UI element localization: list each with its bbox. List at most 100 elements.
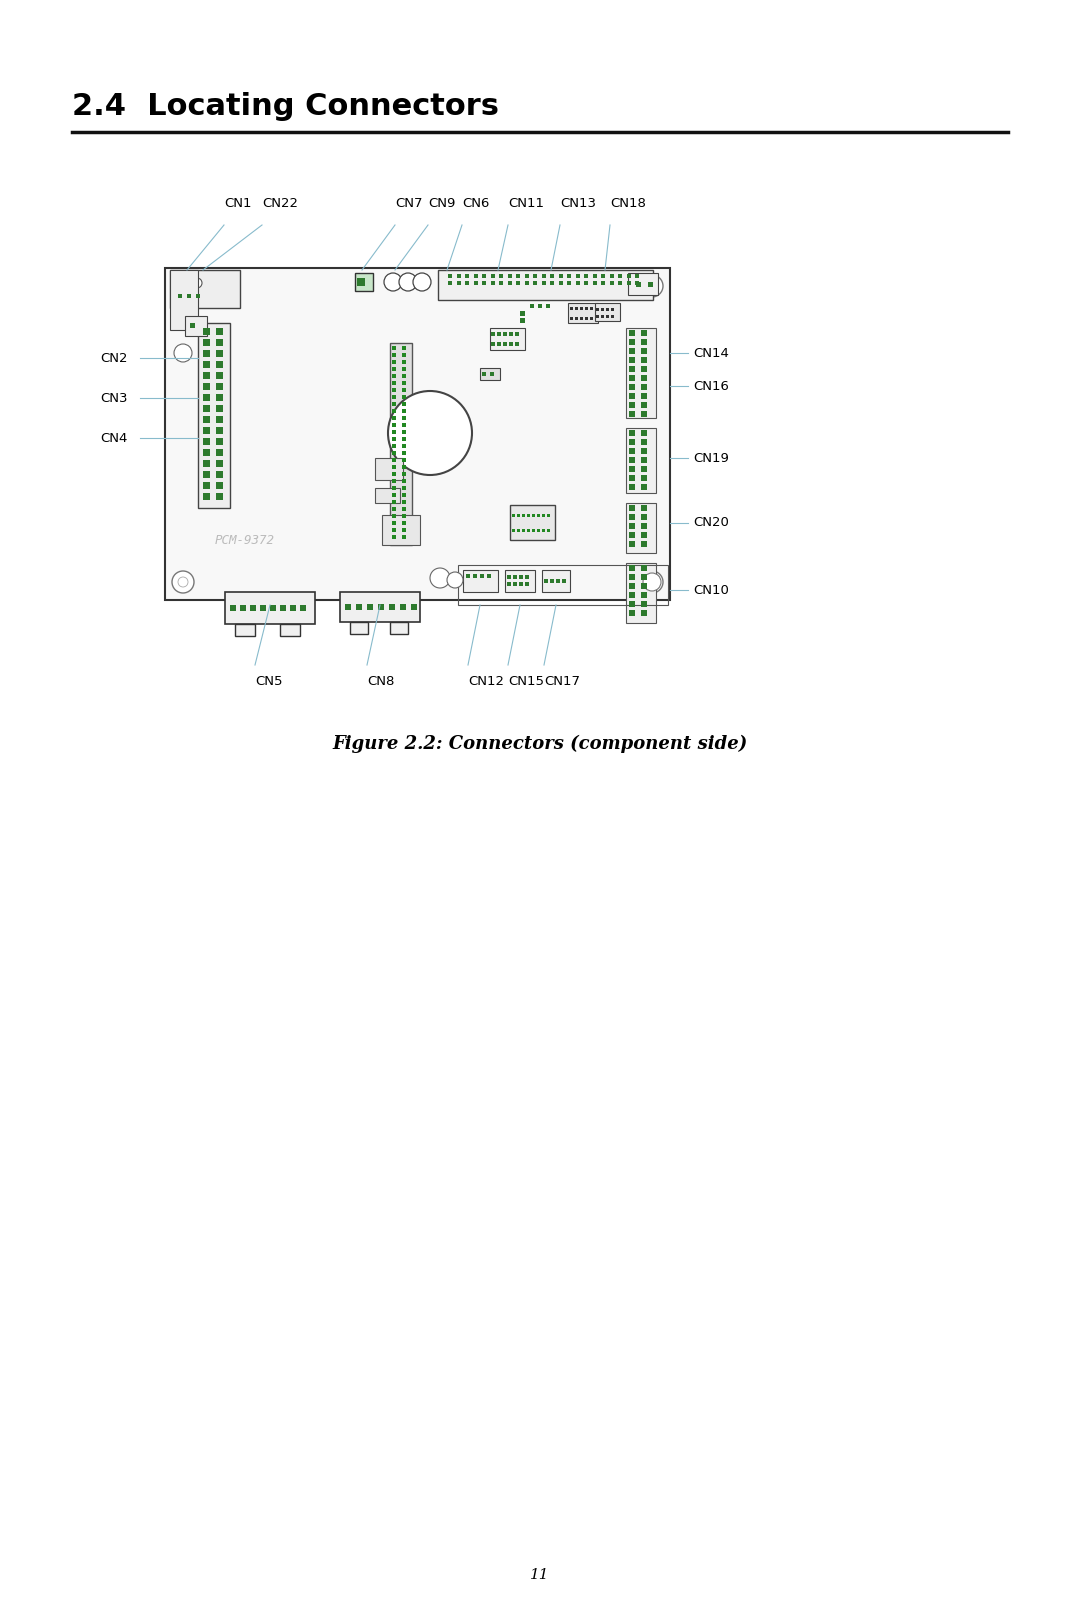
Bar xyxy=(203,437,210,445)
Bar xyxy=(402,380,406,385)
Bar xyxy=(584,273,588,278)
Circle shape xyxy=(384,273,402,291)
Bar xyxy=(642,456,647,463)
Bar xyxy=(525,574,529,579)
Bar xyxy=(457,273,460,278)
Text: CN10: CN10 xyxy=(693,584,729,597)
Bar xyxy=(438,270,653,299)
Text: CN9: CN9 xyxy=(428,197,456,210)
Bar xyxy=(392,359,396,364)
Bar xyxy=(642,448,647,455)
Text: 11: 11 xyxy=(530,1568,550,1582)
Bar xyxy=(473,282,477,285)
Bar xyxy=(575,306,578,309)
Bar xyxy=(465,282,469,285)
Bar xyxy=(402,527,406,532)
Bar xyxy=(345,604,351,610)
Bar xyxy=(642,430,647,435)
Bar xyxy=(642,610,647,616)
Bar xyxy=(576,282,580,285)
Circle shape xyxy=(642,275,663,298)
Bar xyxy=(505,570,535,592)
Bar xyxy=(626,429,656,493)
Bar xyxy=(392,388,396,392)
Bar xyxy=(465,574,470,578)
Bar xyxy=(642,401,647,408)
Bar xyxy=(519,574,523,579)
Bar xyxy=(538,304,542,307)
Bar xyxy=(626,273,631,278)
Bar xyxy=(480,574,484,578)
Bar xyxy=(402,353,406,358)
Bar xyxy=(558,273,563,278)
Bar xyxy=(642,438,647,445)
Bar xyxy=(356,604,362,610)
Bar xyxy=(513,574,517,579)
Bar xyxy=(392,416,396,421)
Bar xyxy=(635,282,639,285)
Bar xyxy=(629,340,635,345)
Bar xyxy=(400,604,406,610)
Bar xyxy=(546,529,550,531)
Bar xyxy=(590,317,593,319)
Bar xyxy=(402,464,406,469)
Bar xyxy=(392,458,396,463)
Bar xyxy=(392,430,396,434)
Circle shape xyxy=(643,573,661,591)
Bar xyxy=(216,492,222,500)
Bar xyxy=(569,306,572,309)
Bar xyxy=(626,328,656,417)
Bar xyxy=(606,307,608,311)
Bar xyxy=(626,503,656,553)
Bar xyxy=(530,304,534,307)
Bar xyxy=(392,527,396,532)
Bar xyxy=(510,505,555,540)
Bar xyxy=(402,506,406,511)
Bar xyxy=(508,273,512,278)
Bar xyxy=(642,383,647,390)
Bar xyxy=(473,273,477,278)
Bar xyxy=(195,294,200,298)
Bar xyxy=(642,582,647,589)
Bar xyxy=(568,303,598,324)
Bar xyxy=(546,513,550,516)
Bar xyxy=(541,529,544,531)
Bar xyxy=(392,506,396,511)
Bar xyxy=(392,464,396,469)
Bar xyxy=(216,427,222,434)
Text: CN7: CN7 xyxy=(395,197,422,210)
Bar xyxy=(216,327,222,335)
Bar xyxy=(576,273,580,278)
Bar xyxy=(402,401,406,406)
Bar xyxy=(629,532,635,539)
Circle shape xyxy=(192,278,202,288)
Bar xyxy=(507,574,511,579)
Bar xyxy=(378,604,384,610)
Bar xyxy=(584,306,588,309)
Bar xyxy=(550,579,554,582)
Bar xyxy=(170,270,198,330)
Bar xyxy=(610,307,613,311)
Bar xyxy=(402,409,406,413)
Bar xyxy=(402,536,406,539)
Bar xyxy=(402,437,406,442)
Bar xyxy=(402,472,406,476)
Bar xyxy=(490,273,495,278)
Bar xyxy=(392,380,396,385)
Bar xyxy=(516,513,519,516)
Bar xyxy=(203,460,210,466)
Bar xyxy=(629,411,635,417)
Bar xyxy=(216,437,222,445)
Text: CN20: CN20 xyxy=(693,516,729,529)
Text: CN5: CN5 xyxy=(255,675,283,688)
Bar xyxy=(600,307,604,311)
Bar xyxy=(629,565,635,571)
Bar xyxy=(648,282,652,286)
Bar xyxy=(642,540,647,547)
Bar xyxy=(402,479,406,484)
Bar xyxy=(216,471,222,477)
Bar xyxy=(629,610,635,616)
Bar xyxy=(525,582,529,586)
Bar xyxy=(642,476,647,481)
Bar xyxy=(482,282,486,285)
